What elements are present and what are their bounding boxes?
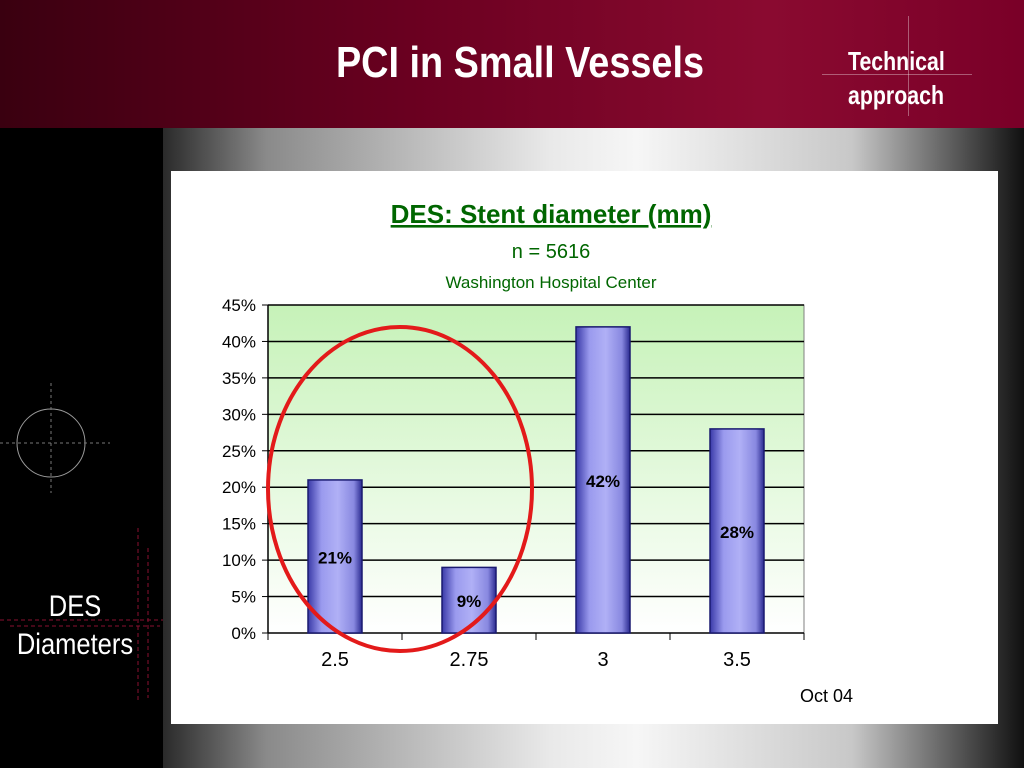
header-deco-line-h [822, 74, 972, 75]
bar-2.5 [307, 479, 363, 634]
side-label: DES Diameters [11, 588, 139, 664]
x-tick-label: 3 [597, 649, 608, 671]
bar-3.5 [709, 428, 765, 634]
side-label-line2: Diameters [16, 628, 134, 661]
header-deco-line-v [908, 16, 909, 116]
section-label-line1: Technical [848, 46, 945, 76]
bar-3 [575, 326, 631, 634]
side-label-line1: DES [48, 590, 102, 623]
x-tick-label: 2.75 [450, 649, 489, 671]
section-label: Technical approach [848, 44, 945, 112]
data-label: 21% [318, 548, 352, 567]
plot-area: 0% 5% 10% 15% 20% 25% 30% 35% 40% 45% 2.5 21% 2.75 9%… [222, 296, 805, 671]
data-label: 28% [720, 523, 754, 542]
sidebar-decoration [0, 383, 163, 703]
y-tick-label: 10% [222, 551, 256, 570]
chart-subtitle2: Washington Hospital Center [445, 273, 656, 292]
y-tick-label: 25% [222, 442, 256, 461]
x-tick-label: 3.5 [723, 649, 751, 671]
data-label: 42% [586, 472, 620, 491]
chart-subtitle: n = 5616 [512, 241, 590, 263]
y-tick-label: 5% [231, 588, 256, 607]
y-tick-label: 45% [222, 296, 256, 315]
slide-title: PCI in Small Vessels [335, 38, 705, 87]
x-tick-label: 2.5 [321, 649, 349, 671]
y-tick-label: 30% [222, 405, 256, 424]
slide-header [0, 0, 1024, 128]
data-label: 9% [457, 592, 482, 611]
y-tick-label: 0% [231, 624, 256, 643]
annotation-circle [266, 325, 534, 653]
chart-title: DES: Stent diameter (mm) [391, 199, 712, 229]
y-tick-label: 35% [222, 369, 256, 388]
bar-chart: DES: Stent diameter (mm) n = 5616 Washin… [222, 199, 853, 706]
section-label-line2: approach [848, 80, 944, 110]
y-tick-label: 40% [222, 332, 256, 351]
sidebar [0, 128, 163, 768]
y-tick-label: 20% [222, 478, 256, 497]
y-tick-label: 15% [222, 515, 256, 534]
chart-footnote: Oct 04 [800, 686, 853, 706]
